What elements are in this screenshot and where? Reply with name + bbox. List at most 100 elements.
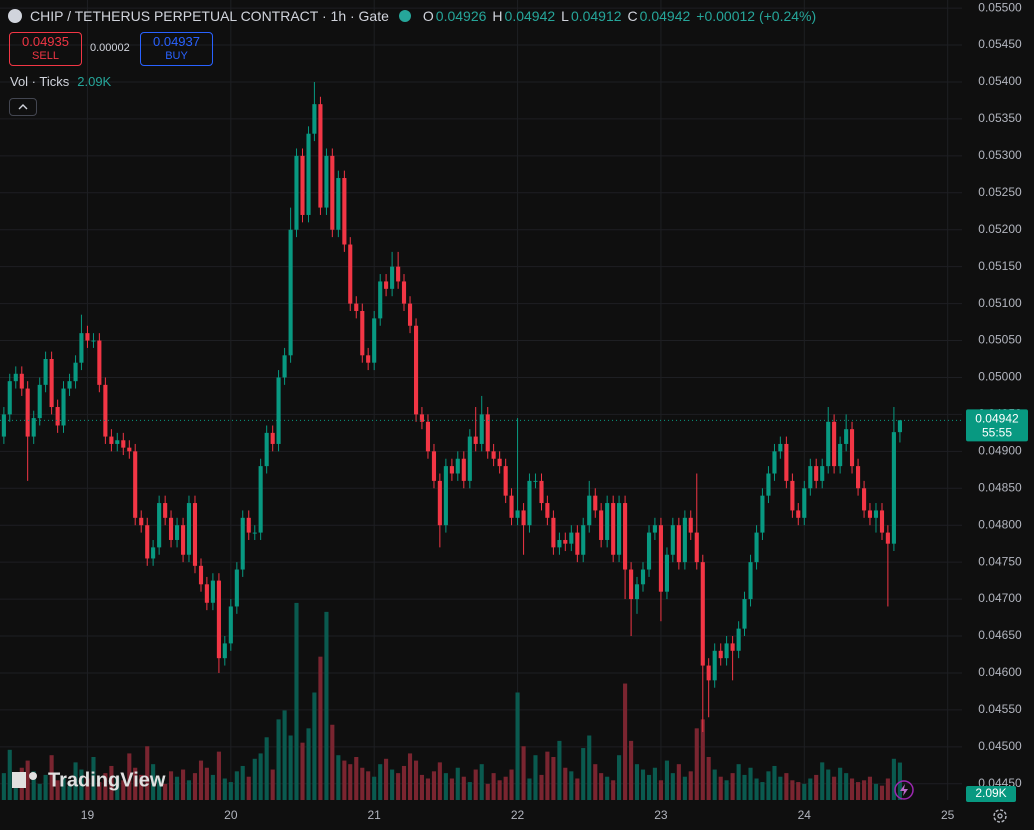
x-tick-label: 24 xyxy=(798,808,812,822)
volume-bar xyxy=(891,758,896,800)
y-tick-label: 0.05150 xyxy=(978,259,1022,273)
volume-bar xyxy=(461,776,466,800)
volume-bar xyxy=(139,774,144,800)
volume-bar xyxy=(396,773,401,800)
volume-bar xyxy=(664,760,670,800)
candle-body xyxy=(354,303,359,311)
volume-bar xyxy=(91,757,96,800)
candle-body xyxy=(515,510,520,518)
candle-body xyxy=(682,517,687,563)
volume-bar xyxy=(611,780,616,800)
candle-body xyxy=(49,359,54,408)
candle-body xyxy=(694,532,699,563)
candle-body xyxy=(31,418,36,437)
candle-body xyxy=(216,580,221,659)
candle-body xyxy=(891,432,896,544)
change-value: +0.00012 (+0.24%) xyxy=(696,8,817,24)
volume-bar xyxy=(652,767,657,800)
volume-bar xyxy=(455,767,460,800)
candle-body xyxy=(569,532,574,544)
candle-body xyxy=(390,266,395,289)
volume-bar xyxy=(778,776,783,800)
volume-bar xyxy=(539,774,544,800)
candle-body xyxy=(676,525,681,563)
candle-body xyxy=(378,281,383,319)
candle-body xyxy=(873,510,879,518)
candle-body xyxy=(599,510,604,540)
candle-body xyxy=(730,643,735,651)
volume-bar xyxy=(103,773,108,800)
volume-bar xyxy=(342,760,347,800)
chevron[interactable] xyxy=(18,104,28,110)
volume-bar xyxy=(599,773,604,800)
candle-body xyxy=(419,414,424,422)
candle-body xyxy=(360,310,365,356)
volume-bar xyxy=(252,758,257,800)
collapse-icon[interactable] xyxy=(10,99,36,115)
alert-icon[interactable] xyxy=(894,780,914,800)
candle-body xyxy=(479,414,484,444)
candle-body xyxy=(306,133,311,215)
sell-button[interactable]: 0.04935 SELL xyxy=(9,32,82,66)
candle-body xyxy=(461,458,466,481)
ohlc-label: C xyxy=(627,8,638,24)
candle-body xyxy=(897,420,902,433)
volume-bar xyxy=(814,774,819,800)
settings-gear[interactable] xyxy=(993,809,1007,823)
candle-body xyxy=(658,525,663,592)
ohlc-value: 0.04912 xyxy=(570,8,622,24)
y-tick-label: 0.05200 xyxy=(978,222,1022,236)
y-tick-label: 0.05250 xyxy=(978,185,1022,199)
volume-bar xyxy=(372,776,377,800)
candle-body xyxy=(467,436,472,481)
buy-button[interactable]: 0.04937 BUY xyxy=(140,32,213,66)
volume-bar xyxy=(7,749,12,800)
candle-body xyxy=(192,503,198,566)
candle-body xyxy=(407,303,413,326)
volume-bar xyxy=(288,735,293,800)
candle-body xyxy=(706,665,711,681)
volume-bar xyxy=(306,728,311,800)
candle-body xyxy=(115,440,120,444)
candle-body xyxy=(270,432,275,444)
alert-icon-ring[interactable] xyxy=(894,780,914,800)
volume-bar xyxy=(431,771,437,800)
volume-bar xyxy=(13,778,18,800)
volume-bar xyxy=(246,776,251,800)
volume-bar xyxy=(676,764,681,800)
settings-gear-hub[interactable] xyxy=(997,813,1003,819)
volume-bar xyxy=(413,760,419,800)
volume-bar xyxy=(623,683,628,800)
y-tick-label: 0.04700 xyxy=(978,591,1022,605)
collapse-button[interactable] xyxy=(9,98,37,116)
x-tick-label: 19 xyxy=(81,808,95,822)
candle-body xyxy=(85,333,90,341)
y-tick-label: 0.04900 xyxy=(978,444,1022,458)
candle-body xyxy=(527,480,532,526)
volume-bar xyxy=(49,755,54,800)
alert-icon-bolt[interactable] xyxy=(900,784,908,796)
candle-body xyxy=(688,517,693,533)
candle-body xyxy=(109,436,114,444)
candle-body xyxy=(820,466,825,481)
settings-icon[interactable] xyxy=(993,809,1007,823)
candle-body xyxy=(204,584,209,603)
volume-bar xyxy=(264,737,269,800)
volume-bar xyxy=(849,778,855,800)
volume-bar xyxy=(270,769,275,800)
price-badge xyxy=(966,409,1028,442)
candle-body xyxy=(103,384,108,437)
volume-bar xyxy=(742,774,747,800)
candle-body xyxy=(336,178,341,230)
volume-bar xyxy=(820,762,825,800)
y-tick-label: 0.04550 xyxy=(978,702,1022,716)
volume-bar xyxy=(61,776,66,800)
volume-bar xyxy=(228,782,233,800)
candle-body xyxy=(61,388,66,426)
volume-bar xyxy=(844,773,849,800)
candle-body xyxy=(168,517,174,540)
volume-bar xyxy=(384,758,389,800)
volume-bar xyxy=(533,755,538,800)
candle-body xyxy=(712,650,717,681)
buy-price: 0.04937 xyxy=(153,34,200,49)
